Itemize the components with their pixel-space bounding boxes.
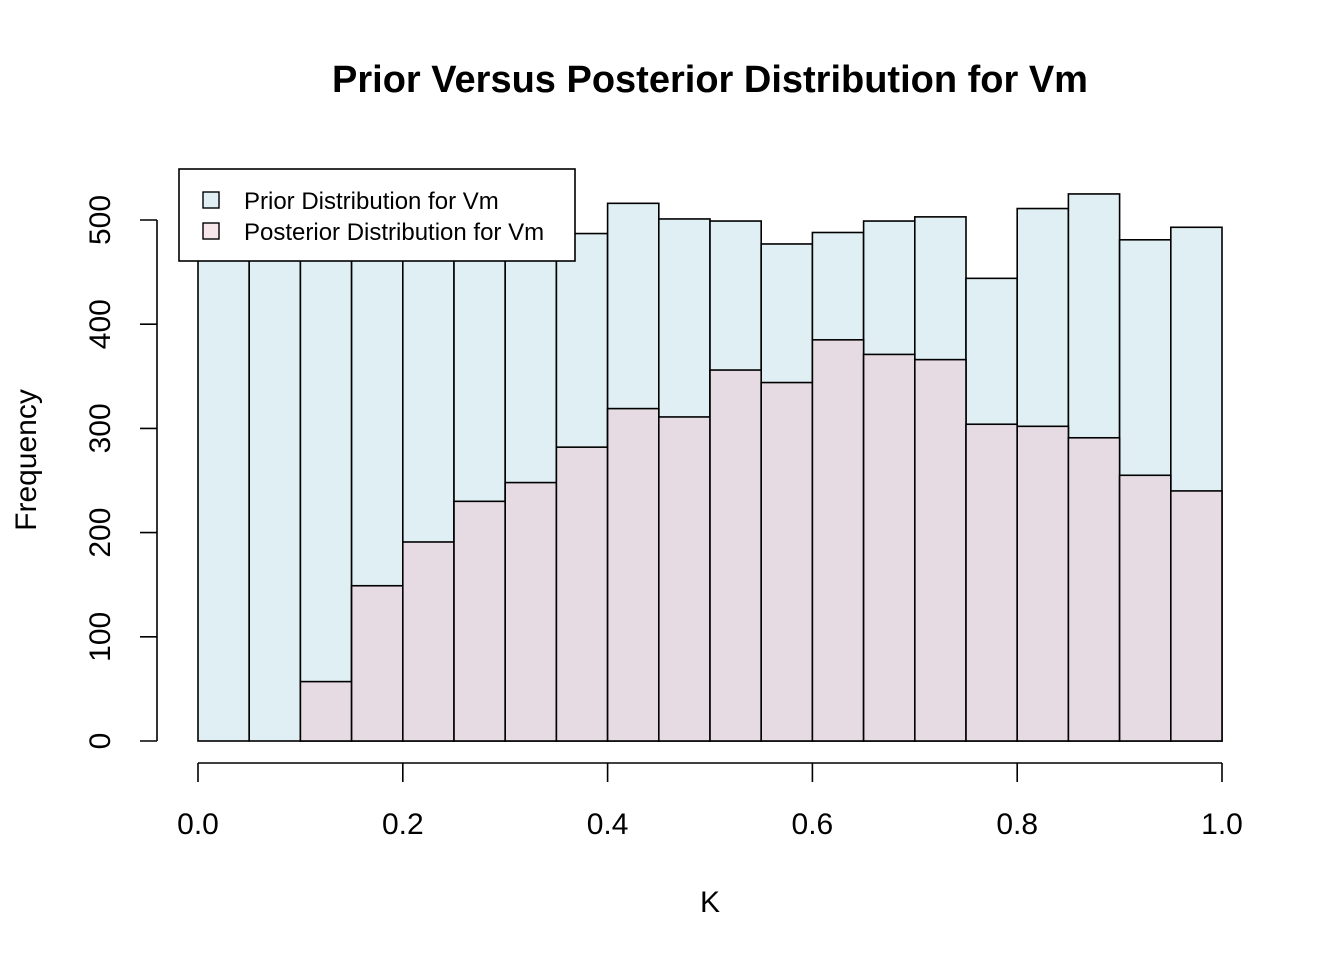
posterior-bar bbox=[1016, 425, 1070, 742]
x-tick-label: 1.0 bbox=[1201, 808, 1243, 841]
y-tick-label: 100 bbox=[84, 612, 117, 662]
prior-bar bbox=[248, 213, 302, 742]
posterior-bar bbox=[760, 381, 814, 742]
y-tick-label: 0 bbox=[84, 733, 117, 750]
prior-bar bbox=[197, 208, 251, 742]
posterior-bar bbox=[657, 416, 711, 742]
y-tick-label: 400 bbox=[84, 299, 117, 349]
chart-title: Prior Versus Posterior Distribution for … bbox=[332, 59, 1088, 101]
posterior-bar bbox=[1170, 490, 1223, 742]
posterior-bar bbox=[1118, 474, 1172, 742]
posterior-bar bbox=[350, 584, 404, 742]
posterior-bar bbox=[1067, 436, 1121, 742]
legend-box bbox=[178, 168, 576, 262]
x-tick-label: 0.0 bbox=[177, 808, 219, 841]
legend-label-posterior: Posterior Distribution for Vm bbox=[244, 219, 544, 246]
x-axis-label: K bbox=[700, 886, 720, 919]
y-axis-label: Frequency bbox=[10, 389, 43, 531]
posterior-bar bbox=[965, 423, 1019, 742]
y-tick-label: 200 bbox=[84, 508, 117, 558]
x-tick-label: 0.2 bbox=[382, 808, 424, 841]
y-tick-label: 500 bbox=[84, 195, 117, 245]
y-tick-label: 300 bbox=[84, 403, 117, 453]
x-tick-label: 0.8 bbox=[996, 808, 1038, 841]
legend-swatch-prior bbox=[202, 191, 220, 209]
legend: Prior Distribution for Vm Posterior Dist… bbox=[178, 168, 576, 262]
legend-swatch-posterior bbox=[202, 222, 220, 240]
x-tick-label: 0.4 bbox=[587, 808, 629, 841]
x-axis: 0.0 0.2 0.4 0.6 0.8 1.0 bbox=[177, 762, 1243, 841]
y-axis: 0 100 200 300 400 500 bbox=[84, 195, 158, 750]
posterior-bar bbox=[453, 500, 507, 742]
posterior-series bbox=[299, 339, 1223, 742]
posterior-bar bbox=[913, 358, 967, 742]
x-tick-label: 0.6 bbox=[792, 808, 834, 841]
posterior-bar bbox=[811, 339, 865, 742]
prior-bar bbox=[299, 219, 353, 742]
posterior-bar bbox=[504, 481, 558, 742]
posterior-bar bbox=[606, 407, 660, 742]
posterior-bar bbox=[709, 369, 763, 742]
posterior-bar bbox=[555, 446, 609, 742]
legend-label-prior: Prior Distribution for Vm bbox=[244, 188, 499, 215]
bars-layer bbox=[197, 193, 1223, 742]
posterior-bar bbox=[401, 541, 455, 742]
posterior-bar bbox=[299, 680, 353, 742]
posterior-bar bbox=[862, 353, 916, 742]
